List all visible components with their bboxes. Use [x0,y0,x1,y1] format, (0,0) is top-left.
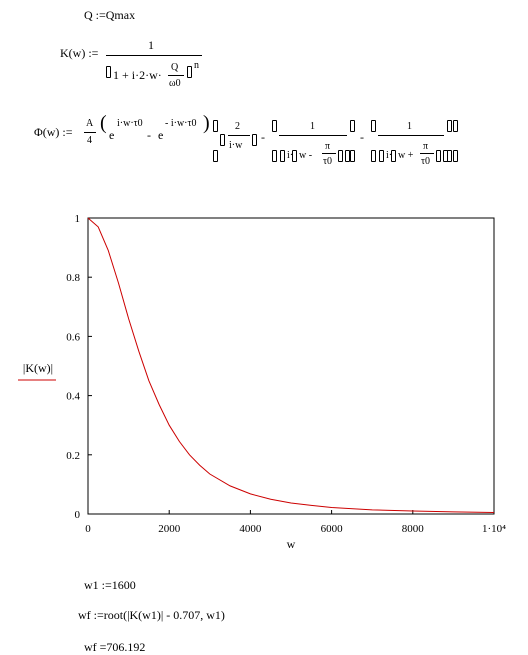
placeholder-bracket [106,66,111,78]
y-axis-label: |K(w)| [23,361,53,375]
placeholder-bracket [371,120,376,132]
w1-assignment[interactable]: w1 :=1600 [84,578,136,592]
placeholder-bracket [436,150,441,162]
exp-2: - i·w·τ0 [165,118,197,129]
x-tick-label: 0 [85,523,91,535]
placeholder-bracket [187,66,192,78]
t3-bar [378,135,444,136]
t3-den-bar [420,153,434,154]
placeholder-bracket [453,150,458,162]
placeholder-bracket [338,150,343,162]
t3-den-b: w + [398,150,414,161]
y-tick-label: 0.6 [66,331,80,343]
placeholder-bracket [280,150,285,162]
phi-coef-den: 4 [87,135,92,146]
placeholder-bracket [345,150,350,162]
x-tick-label: 6000 [321,523,344,535]
t2-den-a: i· [287,150,294,161]
k-denom-frac-num: Q [171,62,179,73]
kw-magnitude-curve [87,217,495,513]
minus-sign: - [147,128,151,142]
x-tick-label: 4000 [239,523,262,535]
t3-den-pi: π [423,141,429,152]
x-tick-label: 1·10⁴ [482,523,506,535]
placeholder-bracket [350,120,355,132]
placeholder-bracket [371,150,376,162]
t3-den-tau: τ0 [421,156,431,167]
t2-den-pi: π [325,141,331,152]
placeholder-bracket [213,120,218,132]
phi-coef-bar [84,132,96,133]
k-denom-frac-bar [168,75,184,76]
placeholder-bracket [272,120,277,132]
t1-num: 2 [235,121,240,132]
wf-result[interactable]: wf =706.192 [84,640,146,654]
placeholder-bracket [350,150,355,162]
placeholder-bracket [252,134,257,146]
left-paren: ( [100,112,107,134]
k-denominator-main: 1 + i·2·w· [113,68,162,82]
x-axis-label: w [287,537,296,551]
placeholder-bracket [213,150,218,162]
right-paren: ) [203,112,210,134]
x-tick-label: 8000 [402,523,425,535]
t2-den-b: w - [299,150,313,161]
placeholder-bracket [447,120,452,132]
exp-1: i·w·τ0 [117,118,143,129]
y-tick-label: 0.8 [66,272,80,284]
k-numerator: 1 [148,38,154,52]
minus-sign: - [261,130,265,144]
k-lhs: K(w) := [60,46,99,60]
y-tick-label: 0 [75,509,81,521]
placeholder-bracket [453,120,458,132]
y-tick-label: 0.2 [66,450,80,462]
placeholder-bracket [220,134,225,146]
placeholder-bracket [391,150,396,162]
x-tick-label: 2000 [158,523,181,535]
kw-plot[interactable]: 0 2000 4000 6000 8000 1·10⁴ 0 0.2 0.4 0.6 0.8 1 w |K… [0,200,528,560]
plot-frame [87,217,495,515]
t1-den: i·w [229,140,243,151]
t1-bar [228,135,250,136]
wf-definition[interactable]: wf :=root(|K(w1)| - 0.707, w1) [78,608,225,622]
placeholder-bracket [292,150,297,162]
t2-den-tau: τ0 [323,156,333,167]
y-tick-label: 0.4 [66,391,80,403]
t2-den-bar [322,153,336,154]
t3-den-a: i· [386,150,393,161]
placeholder-bracket [272,150,277,162]
placeholder-bracket [447,150,452,162]
placeholder-bracket [379,150,384,162]
t2-bar [279,135,347,136]
y-tick-label: 1 [75,213,81,225]
k-fraction-bar [106,55,202,56]
e-base-1: e [109,128,115,142]
phi-lhs: Φ(w) := [34,125,73,139]
t3-num: 1 [407,121,412,132]
minus-sign: - [360,130,364,144]
e-base-2: e [158,128,164,142]
t2-num: 1 [310,121,315,132]
k-denom-frac-den: ω0 [169,78,181,89]
phi-coef-num: A [86,118,94,129]
k-exponent: n [194,60,199,71]
q-assignment[interactable]: Q :=Qmax [84,8,136,22]
